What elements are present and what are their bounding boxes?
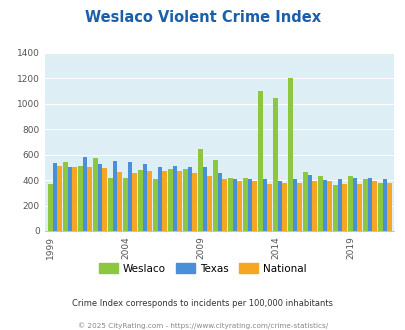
Bar: [292, 180, 296, 231]
Bar: [162, 171, 166, 231]
Bar: [173, 166, 177, 231]
Bar: [377, 182, 382, 231]
Bar: [333, 184, 337, 231]
Text: © 2025 CityRating.com - https://www.cityrating.com/crime-statistics/: © 2025 CityRating.com - https://www.city…: [78, 323, 327, 329]
Bar: [277, 181, 281, 231]
Bar: [288, 78, 292, 231]
Bar: [322, 180, 326, 231]
Bar: [217, 173, 222, 231]
Bar: [83, 157, 87, 231]
Bar: [207, 176, 211, 231]
Bar: [123, 178, 128, 231]
Bar: [87, 167, 92, 231]
Bar: [296, 182, 301, 231]
Bar: [307, 175, 311, 231]
Bar: [128, 162, 132, 231]
Bar: [93, 158, 98, 231]
Text: Crime Index corresponds to incidents per 100,000 inhabitants: Crime Index corresponds to incidents per…: [72, 299, 333, 308]
Bar: [147, 171, 151, 231]
Bar: [371, 181, 376, 231]
Bar: [352, 178, 356, 231]
Bar: [273, 98, 277, 231]
Bar: [102, 168, 107, 231]
Bar: [187, 167, 192, 231]
Bar: [318, 176, 322, 231]
Bar: [63, 162, 68, 231]
Bar: [237, 182, 241, 231]
Bar: [252, 181, 256, 231]
Bar: [247, 180, 252, 231]
Bar: [192, 173, 196, 231]
Bar: [303, 172, 307, 231]
Bar: [158, 167, 162, 231]
Bar: [202, 167, 207, 231]
Bar: [132, 173, 136, 231]
Bar: [262, 180, 266, 231]
Bar: [362, 179, 367, 231]
Bar: [386, 182, 390, 231]
Bar: [213, 160, 217, 231]
Bar: [258, 91, 262, 231]
Legend: Weslaco, Texas, National: Weslaco, Texas, National: [94, 259, 311, 278]
Bar: [183, 169, 187, 231]
Bar: [57, 166, 62, 231]
Bar: [337, 179, 341, 231]
Bar: [143, 164, 147, 231]
Bar: [108, 178, 113, 231]
Bar: [48, 184, 53, 231]
Bar: [243, 178, 247, 231]
Bar: [98, 164, 102, 231]
Bar: [53, 163, 57, 231]
Bar: [117, 172, 121, 231]
Bar: [72, 167, 77, 231]
Bar: [347, 176, 352, 231]
Bar: [356, 184, 361, 231]
Bar: [68, 167, 72, 231]
Bar: [311, 181, 316, 231]
Bar: [177, 171, 181, 231]
Bar: [113, 161, 117, 231]
Bar: [138, 170, 143, 231]
Bar: [228, 178, 232, 231]
Bar: [232, 179, 237, 231]
Bar: [222, 180, 226, 231]
Bar: [198, 149, 202, 231]
Bar: [326, 181, 331, 231]
Bar: [281, 183, 286, 231]
Bar: [266, 184, 271, 231]
Bar: [367, 178, 371, 231]
Bar: [382, 179, 386, 231]
Bar: [78, 166, 83, 231]
Bar: [341, 184, 346, 231]
Text: Weslaco Violent Crime Index: Weslaco Violent Crime Index: [85, 10, 320, 25]
Bar: [153, 179, 158, 231]
Bar: [168, 169, 173, 231]
